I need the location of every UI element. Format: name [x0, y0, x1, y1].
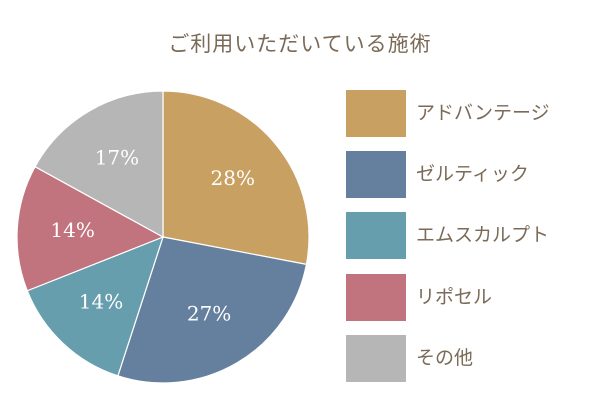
pie-slice [34, 90, 164, 239]
slice-percent-label: 14% [79, 289, 123, 313]
slice-percent-label: 28% [211, 166, 255, 190]
legend-item-lipocell: リポセル [346, 274, 586, 321]
legend-label: エムスカルプト [416, 224, 550, 246]
pie-labels: 28% 27% 14% 14% 17% [50, 146, 255, 326]
chart-title: ご利用いただいている施術 [168, 32, 432, 56]
legend-item-advantage: アドバンテージ [346, 90, 586, 137]
legend-swatch [346, 335, 406, 382]
slice-percent-label: 27% [187, 301, 231, 325]
legend-label: ゼルティック [416, 163, 529, 185]
slice-percent-label: 14% [50, 218, 94, 242]
pie-slice [162, 90, 310, 266]
pie-slice [26, 235, 164, 377]
pie-slice [16, 165, 165, 292]
legend-label: その他 [416, 347, 474, 369]
legend-swatch [346, 151, 406, 198]
legend-item-zeltiq: ゼルティック [346, 151, 586, 198]
legend-swatch [346, 212, 406, 259]
slice-percent-label: 17% [95, 146, 139, 170]
legend-label: アドバンテージ [416, 102, 550, 124]
pie-slice [117, 236, 308, 384]
pie-slices [16, 90, 310, 384]
legend-swatch [346, 274, 406, 321]
legend-item-emsculpt: エムスカルプト [346, 212, 586, 259]
legend-item-other: その他 [346, 335, 586, 382]
legend-swatch [346, 90, 406, 137]
legend-label: リポセル [416, 286, 493, 308]
